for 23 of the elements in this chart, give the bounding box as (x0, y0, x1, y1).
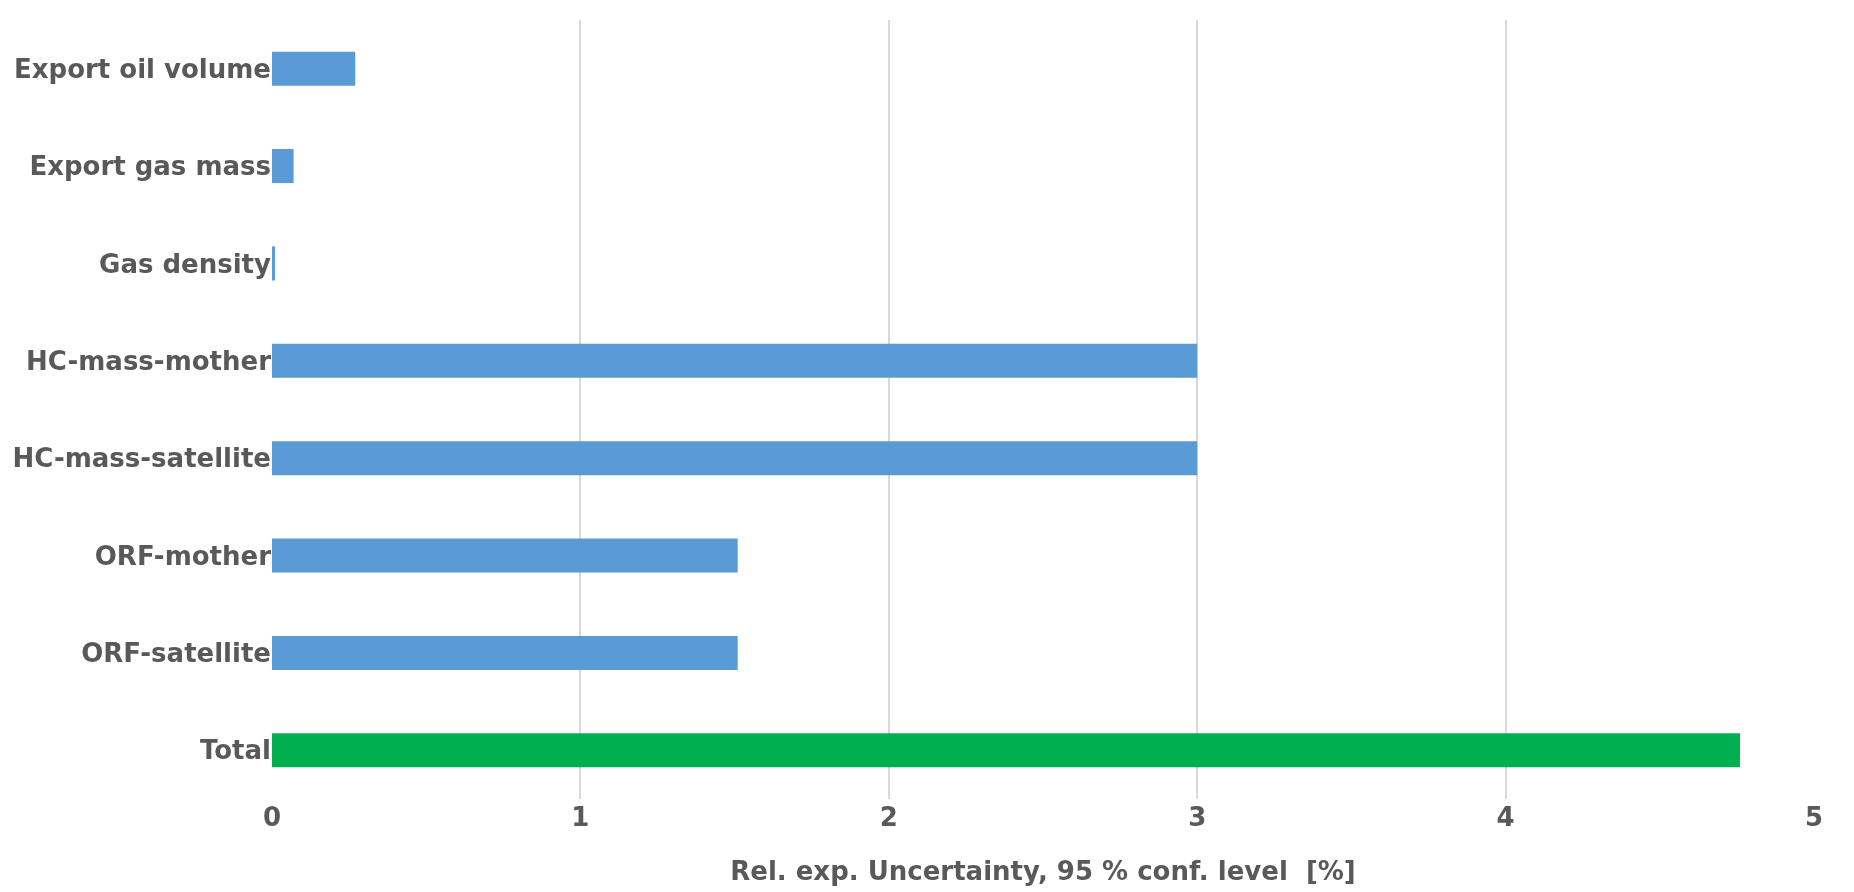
bar (272, 441, 1198, 476)
x-tick-label: 0 (262, 802, 282, 832)
x-tick-label: 3 (1188, 802, 1207, 832)
y-tick-label: ORF-mother (94, 540, 272, 571)
bar (272, 733, 1740, 768)
y-tick-label: HC-mass-satellite (12, 443, 271, 474)
bar (272, 246, 276, 281)
y-tick-label: Export oil volume (13, 53, 271, 84)
x-tick-label: 4 (1496, 802, 1515, 832)
bar (272, 635, 738, 670)
y-tick-label: Export gas mass (29, 151, 271, 182)
x-tick-label: 2 (879, 802, 898, 832)
y-tick-label: Total (199, 735, 271, 766)
x-axis-title: Rel. exp. Uncertainty, 95 % conf. level [%] (730, 855, 1356, 886)
y-tick-label: Gas density (99, 248, 272, 279)
bar (272, 149, 294, 184)
x-tick-label: 5 (1804, 802, 1824, 832)
bar (272, 538, 738, 573)
y-tick-label: ORF-satellite (81, 638, 271, 669)
x-tick-label: 1 (571, 802, 590, 832)
bar (272, 343, 1198, 378)
bar (272, 51, 356, 86)
y-tick-label: HC-mass-mother (26, 345, 272, 376)
